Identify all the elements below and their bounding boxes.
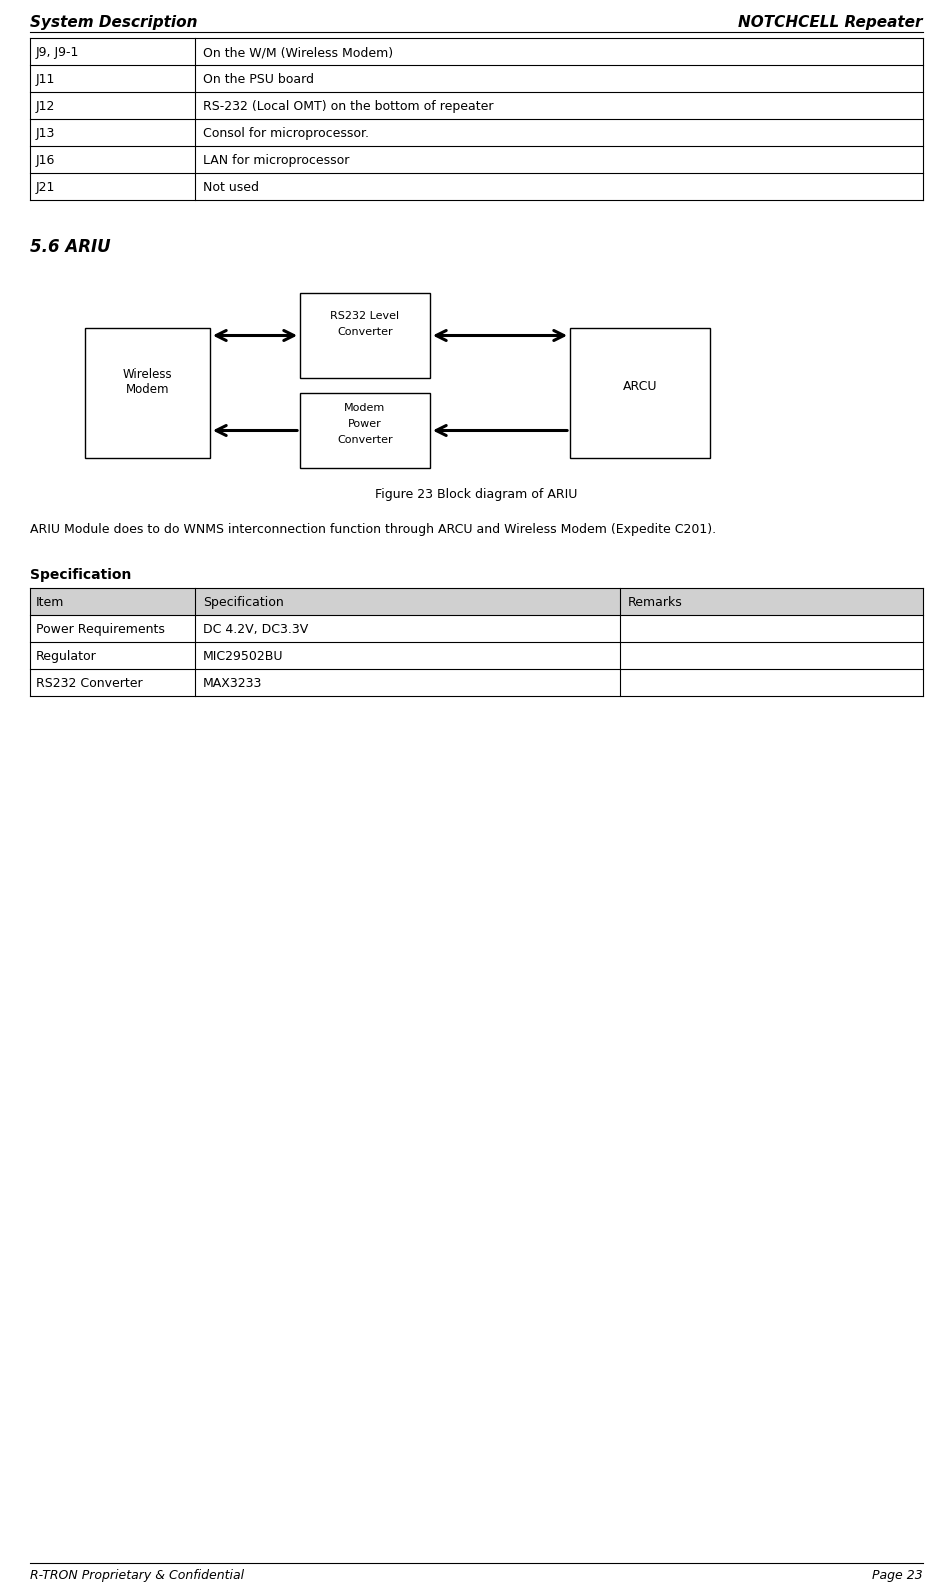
Text: ARCU: ARCU bbox=[622, 380, 657, 392]
Bar bbox=[300, 392, 429, 468]
Text: MAX3233: MAX3233 bbox=[203, 676, 262, 691]
Text: LAN for microprocessor: LAN for microprocessor bbox=[203, 154, 349, 167]
Text: On the W/M (Wireless Modem): On the W/M (Wireless Modem) bbox=[203, 46, 393, 59]
Text: RS-232 (Local OMT) on the bottom of repeater: RS-232 (Local OMT) on the bottom of repe… bbox=[203, 100, 493, 113]
Text: Regulator: Regulator bbox=[36, 649, 97, 664]
Text: J21: J21 bbox=[36, 181, 55, 194]
Text: Specification: Specification bbox=[30, 569, 131, 581]
Text: J9, J9-1: J9, J9-1 bbox=[36, 46, 79, 59]
Text: Specification: Specification bbox=[203, 596, 284, 610]
Text: Converter: Converter bbox=[337, 327, 392, 337]
Text: R-TRON Proprietary & Confidential: R-TRON Proprietary & Confidential bbox=[30, 1569, 244, 1582]
Text: Modem: Modem bbox=[344, 403, 386, 413]
Text: J16: J16 bbox=[36, 154, 55, 167]
Text: Remarks: Remarks bbox=[627, 596, 682, 610]
Text: DC 4.2V, DC3.3V: DC 4.2V, DC3.3V bbox=[203, 622, 307, 637]
Text: ARIU Module does to do WNMS interconnection function through ARCU and Wireless M: ARIU Module does to do WNMS interconnect… bbox=[30, 522, 715, 537]
Text: RS232 Level: RS232 Level bbox=[330, 311, 399, 321]
Text: RS232 Converter: RS232 Converter bbox=[36, 676, 143, 691]
Bar bbox=[569, 329, 709, 457]
Text: 5.6 ARIU: 5.6 ARIU bbox=[30, 238, 110, 256]
Text: J13: J13 bbox=[36, 127, 55, 140]
Text: Power Requirements: Power Requirements bbox=[36, 622, 165, 637]
Bar bbox=[300, 294, 429, 378]
Text: Page 23: Page 23 bbox=[871, 1569, 922, 1582]
Text: Power: Power bbox=[347, 419, 382, 429]
Text: MIC29502BU: MIC29502BU bbox=[203, 649, 283, 664]
Text: On the PSU board: On the PSU board bbox=[203, 73, 313, 86]
Text: Wireless: Wireless bbox=[123, 368, 172, 381]
Text: J11: J11 bbox=[36, 73, 55, 86]
Text: Not used: Not used bbox=[203, 181, 259, 194]
Text: Modem: Modem bbox=[126, 383, 169, 395]
Text: System Description: System Description bbox=[30, 14, 197, 30]
Text: Item: Item bbox=[36, 596, 65, 610]
Text: Figure 23 Block diagram of ARIU: Figure 23 Block diagram of ARIU bbox=[375, 488, 577, 500]
Text: Consol for microprocessor.: Consol for microprocessor. bbox=[203, 127, 368, 140]
Text: J12: J12 bbox=[36, 100, 55, 113]
Text: Converter: Converter bbox=[337, 435, 392, 445]
Text: NOTCHCELL Repeater: NOTCHCELL Repeater bbox=[738, 14, 922, 30]
Bar bbox=[30, 588, 922, 615]
Bar bbox=[85, 329, 209, 457]
